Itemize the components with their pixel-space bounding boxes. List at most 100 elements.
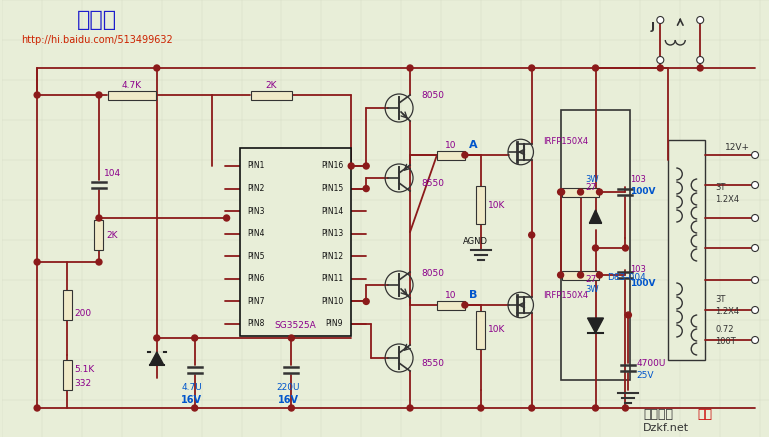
Circle shape	[407, 65, 413, 71]
Circle shape	[597, 189, 602, 195]
Circle shape	[593, 405, 598, 411]
Text: 4.7U: 4.7U	[181, 384, 202, 392]
Text: 0.72: 0.72	[715, 326, 734, 334]
Text: 10K: 10K	[488, 201, 505, 209]
Text: 27: 27	[585, 275, 597, 284]
Polygon shape	[590, 210, 601, 223]
Circle shape	[34, 92, 40, 98]
Circle shape	[154, 335, 160, 341]
Text: 103: 103	[631, 174, 646, 184]
Bar	[668, 140, 705, 360]
Circle shape	[751, 215, 758, 222]
Circle shape	[224, 215, 230, 221]
Text: 16V: 16V	[181, 395, 202, 405]
Circle shape	[558, 189, 564, 195]
Bar	[437, 301, 465, 309]
Text: 100T: 100T	[715, 337, 736, 347]
Circle shape	[558, 272, 564, 278]
Text: IRFP150X4: IRFP150X4	[543, 291, 588, 299]
Circle shape	[529, 232, 534, 238]
Bar	[561, 110, 631, 380]
Circle shape	[363, 163, 369, 169]
Text: 8550: 8550	[421, 178, 444, 187]
Circle shape	[597, 272, 602, 278]
Bar	[95, 220, 104, 250]
Circle shape	[34, 259, 40, 265]
Text: 5.1K: 5.1K	[74, 365, 95, 375]
Bar	[476, 311, 485, 349]
Bar	[561, 187, 600, 197]
Circle shape	[462, 302, 468, 308]
Text: 103: 103	[631, 266, 646, 274]
Circle shape	[657, 56, 664, 63]
Text: 27: 27	[585, 183, 597, 191]
Text: 200: 200	[74, 309, 92, 318]
Bar	[251, 90, 292, 100]
Circle shape	[697, 56, 704, 63]
Text: PIN16: PIN16	[321, 162, 343, 170]
Circle shape	[578, 189, 584, 195]
Circle shape	[191, 335, 198, 341]
Text: 10: 10	[445, 291, 457, 299]
Text: PIN9: PIN9	[326, 319, 343, 329]
Text: 8550: 8550	[421, 358, 444, 368]
Circle shape	[751, 336, 758, 343]
Circle shape	[751, 244, 758, 252]
Circle shape	[96, 92, 102, 98]
Text: PIN10: PIN10	[321, 297, 343, 306]
Text: 16V: 16V	[278, 395, 299, 405]
Circle shape	[657, 65, 664, 71]
Circle shape	[558, 189, 564, 195]
Text: 10K: 10K	[488, 326, 505, 334]
Text: 3W: 3W	[585, 174, 599, 184]
Circle shape	[462, 152, 468, 158]
Circle shape	[34, 405, 40, 411]
Text: PIN5: PIN5	[248, 252, 265, 261]
Text: 8050: 8050	[421, 91, 444, 101]
Text: PIN12: PIN12	[321, 252, 343, 261]
Text: 104: 104	[104, 169, 121, 177]
Text: 100V: 100V	[631, 278, 656, 288]
Text: PIN4: PIN4	[248, 229, 265, 238]
Text: 1.2X4: 1.2X4	[715, 195, 739, 205]
Text: 3T: 3T	[715, 184, 725, 193]
Text: 332: 332	[74, 378, 92, 388]
Text: PIN8: PIN8	[248, 319, 265, 329]
Text: A: A	[469, 140, 478, 150]
Circle shape	[529, 405, 534, 411]
Text: 电子开发: 电子开发	[644, 409, 674, 422]
Bar	[62, 290, 72, 320]
Circle shape	[407, 405, 413, 411]
Circle shape	[625, 312, 631, 318]
Text: 4.7K: 4.7K	[122, 80, 142, 90]
Polygon shape	[150, 352, 164, 365]
Circle shape	[751, 306, 758, 313]
Circle shape	[697, 17, 704, 24]
Bar	[437, 150, 465, 160]
Bar	[476, 186, 485, 224]
Circle shape	[751, 277, 758, 284]
Text: 3T: 3T	[715, 295, 725, 305]
Circle shape	[657, 17, 664, 24]
Text: PIN6: PIN6	[248, 274, 265, 283]
Circle shape	[751, 181, 758, 188]
Text: J: J	[651, 22, 654, 32]
Circle shape	[363, 186, 369, 191]
Bar	[561, 271, 600, 280]
Text: 25V: 25V	[637, 371, 654, 381]
Text: 3W: 3W	[585, 285, 599, 295]
Text: Dzkf.net: Dzkf.net	[644, 423, 690, 433]
Text: AGND: AGND	[464, 237, 488, 246]
Text: PIN11: PIN11	[321, 274, 343, 283]
Bar	[62, 360, 72, 390]
Circle shape	[622, 405, 628, 411]
Text: 高频机: 高频机	[77, 10, 117, 30]
Circle shape	[578, 272, 584, 278]
Text: B: B	[469, 290, 478, 300]
Circle shape	[348, 163, 355, 169]
Text: 1.2X4: 1.2X4	[715, 308, 739, 316]
Text: PIN13: PIN13	[321, 229, 343, 238]
Polygon shape	[588, 318, 604, 333]
Text: SG3525A: SG3525A	[275, 322, 316, 330]
Circle shape	[96, 215, 102, 221]
